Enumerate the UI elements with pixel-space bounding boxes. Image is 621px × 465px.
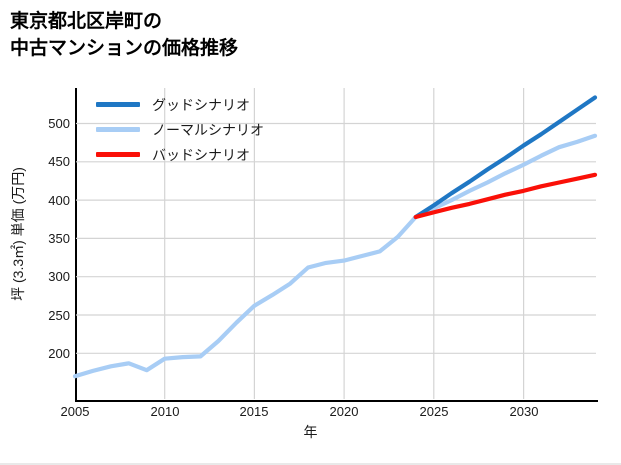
x-tick-label: 2030: [509, 404, 539, 419]
legend-item-normal: ノーマルシナリオ: [96, 117, 264, 142]
title-line-2: 中古マンションの価格推移: [10, 38, 239, 59]
x-axis-title: 年: [303, 424, 318, 440]
y-tick-label: 500: [48, 116, 70, 131]
legend-swatch-icon-good: [96, 102, 140, 107]
x-tick-label: 2010: [150, 404, 180, 419]
page-title: 東京都北区岸町の 中古マンションの価格推移: [10, 8, 610, 62]
y-tick-label: 450: [48, 154, 70, 169]
x-tick-label: 2025: [419, 404, 449, 419]
legend-swatch-icon-normal: [96, 127, 140, 132]
y-tick-label: 350: [48, 231, 70, 246]
x-tick-label: 2005: [60, 404, 90, 419]
y-axis-ticks: 500 450 400 350 300 250 200: [30, 0, 70, 465]
legend-item-good: グッドシナリオ: [96, 92, 264, 117]
legend-label-normal: ノーマルシナリオ: [152, 121, 264, 138]
title-line-1: 東京都北区岸町の: [10, 11, 163, 32]
legend-label-good: グッドシナリオ: [152, 96, 250, 113]
y-axis-title: 坪 (3.3㎡) 単価 (万円): [10, 167, 26, 301]
legend-label-bad: バッドシナリオ: [152, 146, 250, 163]
x-axis-ticks: 2005 2010 2015 2020 2025 2030: [0, 404, 621, 424]
legend-item-bad: バッドシナリオ: [96, 142, 264, 167]
y-tick-label: 300: [48, 269, 70, 284]
x-tick-label: 2020: [329, 404, 359, 419]
x-tick-label: 2015: [239, 404, 269, 419]
y-tick-label: 200: [48, 346, 70, 361]
chart-legend: グッドシナリオ ノーマルシナリオ バッドシナリオ: [96, 92, 264, 167]
y-tick-label: 250: [48, 308, 70, 323]
legend-swatch-icon-bad: [96, 152, 140, 157]
y-tick-label: 400: [48, 193, 70, 208]
